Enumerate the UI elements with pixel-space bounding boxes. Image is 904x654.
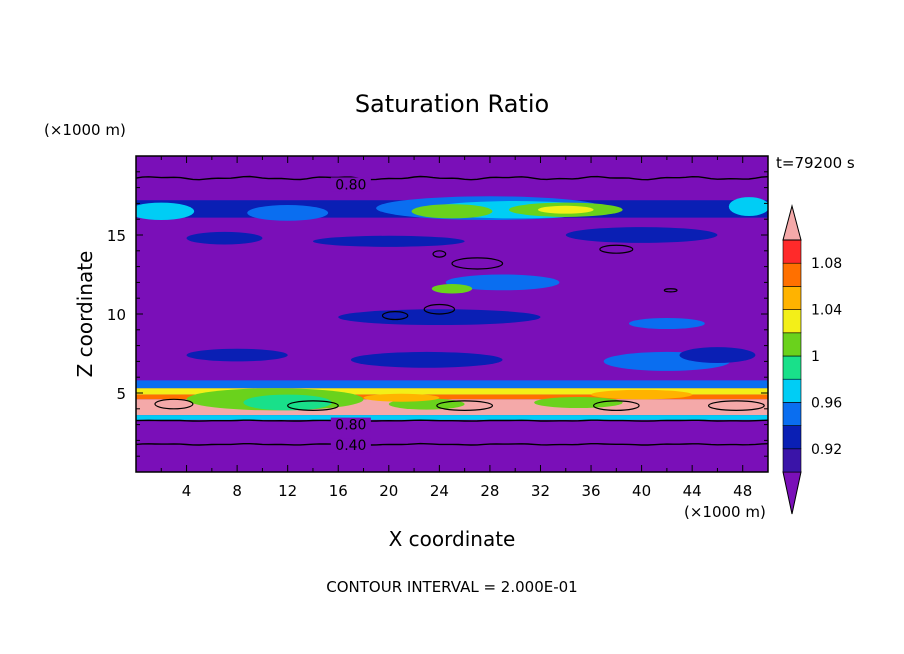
x-tick-label: 44 <box>683 482 702 500</box>
contour-labels: 0.80 0.80 0.40 <box>330 177 371 454</box>
contour-line <box>432 250 447 258</box>
x-tick-label: 24 <box>430 482 449 500</box>
y-tick-label: 15 <box>107 227 126 245</box>
colorbar-swatch <box>782 355 802 380</box>
contour-label-bg <box>330 417 371 432</box>
lower-layer-band <box>136 388 768 395</box>
field-blob <box>243 394 332 411</box>
contour-lines <box>136 175 768 446</box>
field-blob <box>537 205 594 214</box>
field-blob <box>591 389 693 400</box>
field-blob <box>312 235 465 247</box>
lower-layer-band <box>136 394 768 400</box>
colorbar-swatch <box>782 286 802 310</box>
y-tick-label: 10 <box>107 306 126 324</box>
field-blob <box>350 351 503 368</box>
lower-layer-band <box>136 380 768 389</box>
colorbar-tick-label: 1 <box>811 349 820 365</box>
contour-line <box>436 400 494 411</box>
contour-line <box>381 311 409 321</box>
contour-label: 0.80 <box>335 177 366 193</box>
x-tick-label: 8 <box>232 482 242 500</box>
colorbar-low-end <box>782 471 802 515</box>
lower-layer-band <box>136 415 768 420</box>
y-tick-label: 5 <box>116 385 126 403</box>
x-tick-label: 4 <box>182 482 192 500</box>
colorbar-swatch <box>782 239 802 264</box>
plot-field <box>136 156 768 472</box>
field-blob <box>136 202 195 220</box>
y-axis: 5 10 15 <box>107 155 768 473</box>
field-blob <box>411 204 493 219</box>
contour-interval-note: CONTOUR INTERVAL = 2.000E-01 <box>326 578 577 596</box>
x-tick-label: 16 <box>329 482 348 500</box>
y-units-label: (×1000 m) <box>44 121 126 139</box>
contour-line <box>707 400 765 411</box>
contour-line <box>663 288 678 293</box>
field-blob <box>534 396 623 409</box>
contour-line <box>154 398 194 410</box>
contour-line <box>451 257 504 270</box>
colorbar-swatch <box>782 332 802 357</box>
field-blob <box>186 231 263 245</box>
contour-label-bg <box>330 177 371 192</box>
contour-line <box>136 419 768 422</box>
field-blob <box>728 197 768 217</box>
colorbar-tick-label: 0.92 <box>811 442 842 458</box>
field-blob <box>445 274 560 291</box>
colorbar-swatch <box>782 309 802 334</box>
colorbar-high-end <box>782 204 802 241</box>
contour-label: 0.80 <box>335 418 366 434</box>
x-tick-label: 12 <box>278 482 297 500</box>
colorbar-swatch <box>782 378 802 403</box>
colorbar: 0.92 0.96 1 1.04 1.08 <box>782 204 842 515</box>
contour-line <box>287 400 339 411</box>
field-blob <box>338 309 541 326</box>
x-tick-label: 28 <box>480 482 499 500</box>
time-label: t=79200 s <box>776 154 855 172</box>
colorbar-tick-label: 0.96 <box>811 395 842 411</box>
field-blob <box>363 393 440 402</box>
x-tick-label: 36 <box>581 482 600 500</box>
field-blob <box>565 227 718 243</box>
chart-title: Saturation Ratio <box>355 90 549 118</box>
colorbar-swatch <box>782 402 802 426</box>
contour-label: 0.40 <box>335 438 366 454</box>
x-axis-label: X coordinate <box>389 527 516 551</box>
field-blob <box>628 317 705 330</box>
contour-line <box>599 244 634 254</box>
x-tick-label: 48 <box>733 482 752 500</box>
colorbar-tick-label: 1.08 <box>811 256 842 272</box>
x-tick-label: 20 <box>379 482 398 500</box>
colorbar-swatch <box>782 262 802 287</box>
colorbar-tick-label: 1.04 <box>811 303 842 319</box>
y-axis-label: Z coordinate <box>73 251 97 378</box>
field-blob <box>679 347 756 363</box>
contour-label-bg <box>330 438 371 453</box>
colorbar-swatch <box>782 448 802 473</box>
field-blob <box>186 348 288 362</box>
field-blob <box>247 204 329 221</box>
x-tick-label: 32 <box>531 482 550 500</box>
colorbar-swatch <box>782 425 802 450</box>
contour-line <box>136 442 768 446</box>
x-units-label: (×1000 m) <box>684 503 766 521</box>
field-blob <box>431 283 473 294</box>
contour-line <box>136 175 768 181</box>
contour-line <box>592 400 640 411</box>
x-tick-label: 40 <box>632 482 651 500</box>
contour-line <box>423 303 456 315</box>
x-axis: 4 8 12 16 20 24 28 32 36 40 44 48 <box>135 156 769 500</box>
